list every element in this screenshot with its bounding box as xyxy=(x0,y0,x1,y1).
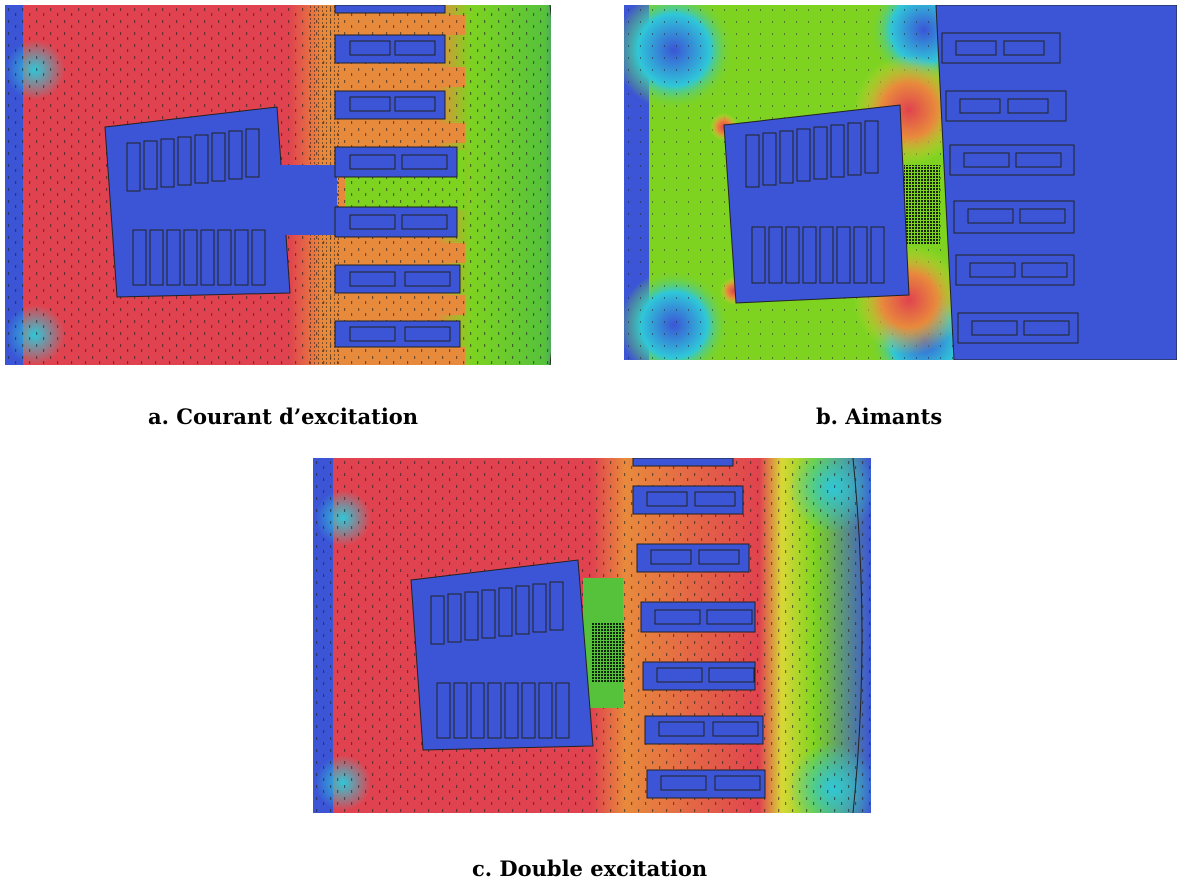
caption-magnets: b. Aimants xyxy=(816,404,942,429)
field-plot-excitation-current xyxy=(5,5,573,365)
caption-excitation-current: a. Courant d’excitation xyxy=(148,404,418,429)
field-plot-double-excitation xyxy=(313,458,871,813)
caption-double-excitation: c. Double excitation xyxy=(472,856,707,881)
field-plot-magnets xyxy=(624,5,1177,360)
